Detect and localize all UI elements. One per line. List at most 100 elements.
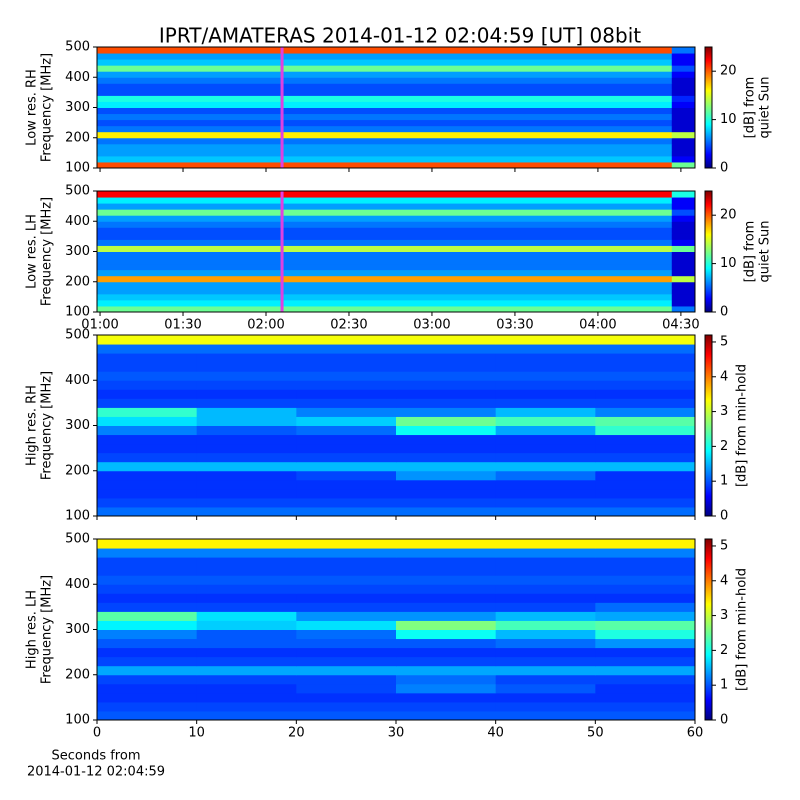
heat-cell [296,566,397,576]
heat-cell [97,293,673,301]
y-tick-label: 400 [65,214,90,229]
heat-cell [296,692,397,703]
heat-cell [671,149,696,157]
colorbar-tick-label: 2 [720,439,728,454]
heat-cell [671,245,696,252]
x-axis-label: Seconds from [51,749,140,764]
heat-cell [196,602,297,612]
heat-cell [671,59,696,66]
heat-cell [396,674,497,685]
heat-cell [97,83,673,90]
colorbar-label: [dB] from min-hold [735,364,750,487]
heat-cell [196,479,297,490]
colorbar-tick-label: 4 [720,369,728,384]
heat-cell [595,389,696,399]
heat-cell [97,602,198,612]
heat-cell [97,701,198,712]
heat-cell [97,77,673,84]
heat-cell [97,335,198,345]
heat-cell [595,566,696,576]
colorbar-tick-label: 2 [720,643,728,658]
heat-cell [495,380,596,390]
heat-cell [595,557,696,567]
heat-cell [296,710,397,721]
heat-cell [97,620,198,630]
heat-cell [296,425,397,436]
heat-cell [97,53,673,60]
heat-cell [396,461,497,472]
heat-cell [396,389,497,399]
heat-cell [595,620,696,630]
heat-cell [97,269,673,277]
colorbar-tick-label: 3 [720,404,728,419]
heat-cell [671,251,696,259]
heat-cell [97,575,198,585]
heat-cell [97,287,673,295]
heat-cell [97,101,673,108]
heat-cell [97,674,198,685]
y-tick-label: 500 [65,328,90,343]
heat-cell [495,665,596,676]
heat-cell [196,488,297,499]
heat-cell [97,233,673,240]
y-tick-label: 200 [65,130,90,145]
heat-cell [296,353,397,363]
heat-cell [97,398,198,408]
heat-cell [495,416,596,426]
heat-cell [97,131,673,139]
heat-cell [196,674,297,685]
heat-cell [97,161,673,169]
heat-cell [595,665,696,676]
heat-cell [595,656,696,667]
heat-cell [495,443,596,454]
heat-cell [671,227,696,234]
heat-cell [196,566,297,576]
heat-cell [595,629,696,640]
heat-cell [595,461,696,472]
heat-cell [671,113,696,121]
colorbar-label: quiet Sun [758,76,773,138]
heat-cell [296,371,397,381]
heat-cell [495,557,596,567]
heat-cell [495,710,596,721]
heat-cell [196,443,297,454]
heat-cell [97,263,673,271]
heat-cell [671,239,696,246]
heat-cell [296,497,397,508]
heat-cell [495,674,596,685]
colorbar-tick-label: 10 [720,112,737,127]
heat-cell [97,416,198,426]
heat-cell [97,143,673,151]
heat-cell [396,683,497,694]
heat-cell [97,227,673,234]
heat-cell [671,233,696,240]
heat-cell [97,299,673,307]
y-tick-label: 300 [65,244,90,259]
x-tick-label: 02:00 [247,318,284,333]
y-tick-label: 200 [65,274,90,289]
heat-cell [396,407,497,417]
heat-cell [296,470,397,481]
heat-cell [671,209,696,216]
heat-cell [97,305,673,313]
heat-cell [296,380,397,390]
heat-cell [595,362,696,372]
heat-cell [97,107,673,115]
heat-cell [97,380,198,390]
heat-cell [97,65,673,72]
heat-cell [296,539,397,549]
heat-cell [296,701,397,712]
heat-cell [595,344,696,354]
heat-cell [196,407,297,417]
heat-cell [196,380,297,390]
heat-cell [97,197,673,204]
heat-cell [495,335,596,345]
heat-cell [196,629,297,640]
heat-cell [671,125,696,133]
heat-cell [495,701,596,712]
heat-cell [196,593,297,603]
heat-cell [495,398,596,408]
colorbar-tick-label: 3 [720,608,728,623]
heat-cell [396,434,497,445]
heat-cell [196,497,297,508]
